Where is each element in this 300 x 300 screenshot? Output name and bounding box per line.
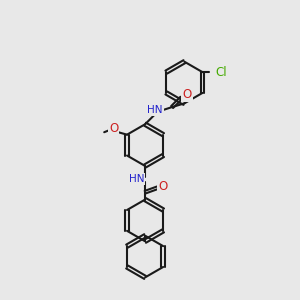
Text: HN: HN: [129, 174, 144, 184]
Text: HN: HN: [147, 104, 163, 115]
Text: O: O: [109, 122, 118, 135]
Text: O: O: [182, 88, 191, 101]
Text: O: O: [158, 180, 167, 193]
Text: Cl: Cl: [216, 66, 227, 79]
